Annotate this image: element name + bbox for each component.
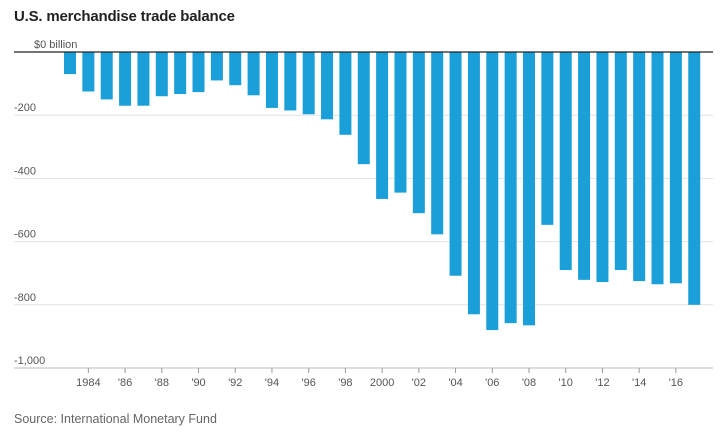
bar	[339, 52, 352, 135]
bar	[596, 52, 609, 283]
x-tick-label: '10	[559, 377, 573, 389]
bar	[192, 52, 205, 93]
bar	[541, 52, 554, 225]
bar	[357, 52, 370, 165]
bar	[504, 52, 517, 324]
y-tick-label: -600	[14, 229, 36, 241]
y-tick-label: -800	[14, 292, 36, 304]
bar	[633, 52, 646, 282]
bar	[486, 52, 499, 331]
x-tick-label: 2000	[370, 377, 394, 389]
bar	[449, 52, 462, 276]
bar	[229, 52, 242, 86]
source-note: Source: International Monetary Fund	[14, 412, 217, 426]
bar	[284, 52, 297, 111]
bar	[64, 52, 76, 75]
bar	[119, 52, 132, 106]
bar	[155, 52, 168, 97]
bar	[82, 52, 95, 92]
x-tick-label: '86	[118, 377, 132, 389]
bar	[265, 52, 278, 108]
x-tick-label: '08	[522, 377, 536, 389]
bar	[100, 52, 113, 100]
bar	[394, 52, 407, 193]
bar	[302, 52, 315, 115]
bar	[614, 52, 627, 271]
chart-title: U.S. merchandise trade balance	[14, 8, 235, 25]
bar	[523, 52, 535, 326]
x-tick-label: '06	[485, 377, 499, 389]
y-tick-label: $0 billion	[34, 39, 77, 51]
x-tick-label: '16	[669, 377, 683, 389]
x-tick-label: '04	[448, 377, 462, 389]
bar	[376, 52, 389, 199]
y-axis-labels: $0 billion -200 -400 -600 -800 -1,000	[14, 39, 77, 367]
bar	[174, 52, 187, 95]
x-tick-label: '12	[595, 377, 609, 389]
bar	[137, 52, 150, 106]
bar	[669, 52, 682, 284]
y-tick-label: -400	[14, 165, 36, 177]
x-tick-label: '96	[302, 377, 316, 389]
x-tick-label: '88	[155, 377, 169, 389]
x-tick-label: '98	[338, 377, 352, 389]
bar	[578, 52, 591, 280]
bar	[210, 52, 223, 81]
bar	[247, 52, 260, 96]
bar	[412, 52, 425, 214]
x-tick-label: '94	[265, 377, 279, 389]
bar	[559, 52, 572, 271]
bars	[64, 52, 701, 331]
x-tick-label: '02	[412, 377, 426, 389]
x-tick-label: 1984	[76, 377, 100, 389]
bar	[688, 52, 701, 305]
bar	[467, 52, 480, 315]
x-axis-labels: 1984 '86 '88 '90 '92 '94 '96 '98 2000 '02 '04 '06 '0…	[14, 367, 713, 389]
x-tick-label: '14	[632, 377, 646, 389]
y-tick-label: -200	[14, 102, 36, 114]
bar	[321, 52, 334, 120]
bar	[651, 52, 664, 285]
y-tick-label: -1,000	[14, 355, 45, 367]
x-tick-label: '90	[191, 377, 205, 389]
x-tick-label: '92	[228, 377, 242, 389]
bar	[431, 52, 444, 235]
